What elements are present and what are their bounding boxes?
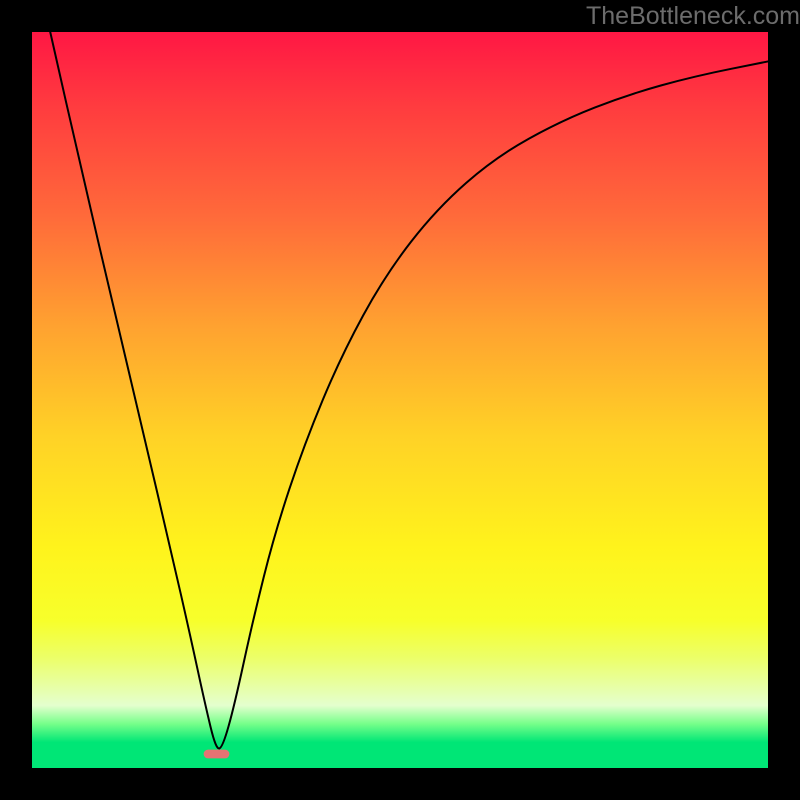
plot-area — [32, 32, 768, 768]
bottleneck-curve — [49, 25, 768, 749]
minimum-marker — [204, 750, 230, 759]
attribution-text: TheBottleneck.com — [586, 2, 800, 31]
chart-canvas: TheBottleneck.com — [0, 0, 800, 800]
curve-layer — [32, 32, 768, 768]
